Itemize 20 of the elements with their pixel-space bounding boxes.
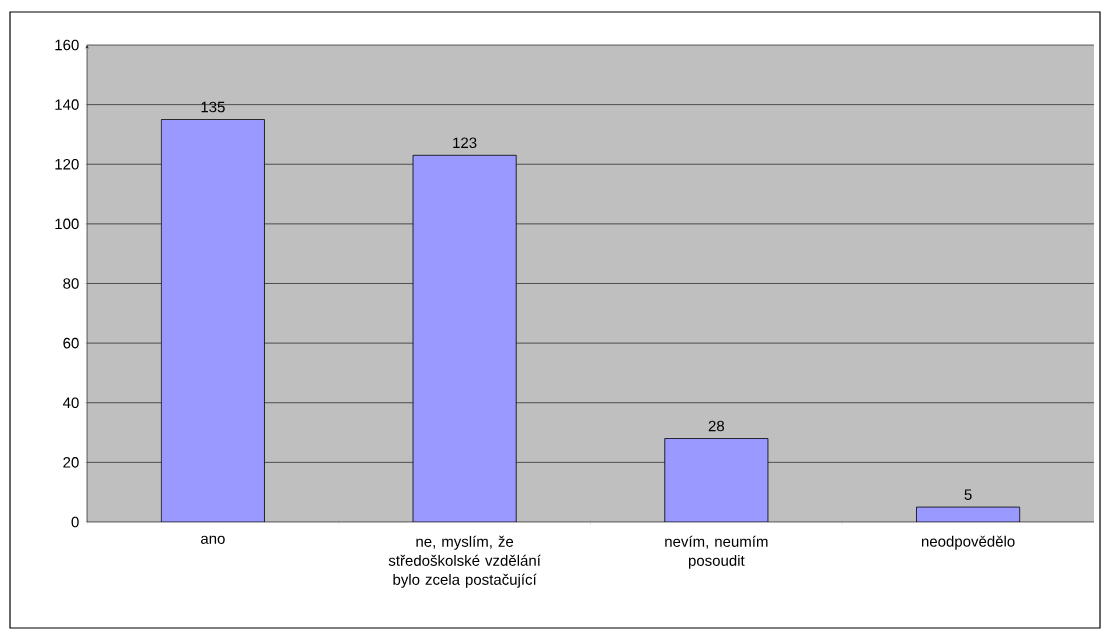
bar bbox=[160, 119, 265, 522]
y-tick-label: 80 bbox=[63, 278, 79, 289]
data-label: 5 bbox=[964, 489, 972, 500]
y-tick-label: 120 bbox=[55, 158, 79, 170]
x-tick-label: nevím, neumím posoudit bbox=[665, 535, 768, 569]
x-tick-label: neodpovědělo bbox=[921, 535, 1015, 550]
bar bbox=[664, 438, 769, 522]
y-tick-label: 60 bbox=[63, 337, 79, 349]
x-tick-label: ano bbox=[201, 535, 225, 544]
bar bbox=[412, 154, 517, 522]
y-tick-label: 100 bbox=[55, 218, 79, 230]
data-label: 123 bbox=[453, 137, 477, 149]
y-tick-label: 40 bbox=[62, 397, 79, 409]
x-tick-label: ne, myslím, že středoškolské vzdělání bylo zcela postačující bbox=[388, 535, 541, 588]
y-tick-label: 160 bbox=[55, 39, 79, 51]
y-tick-label: 20 bbox=[63, 457, 79, 468]
data-label: 28 bbox=[708, 420, 725, 432]
data-label: 135 bbox=[201, 101, 225, 113]
y-tick-label: 0 bbox=[71, 516, 79, 528]
y-tick-label: 140 bbox=[55, 99, 79, 110]
